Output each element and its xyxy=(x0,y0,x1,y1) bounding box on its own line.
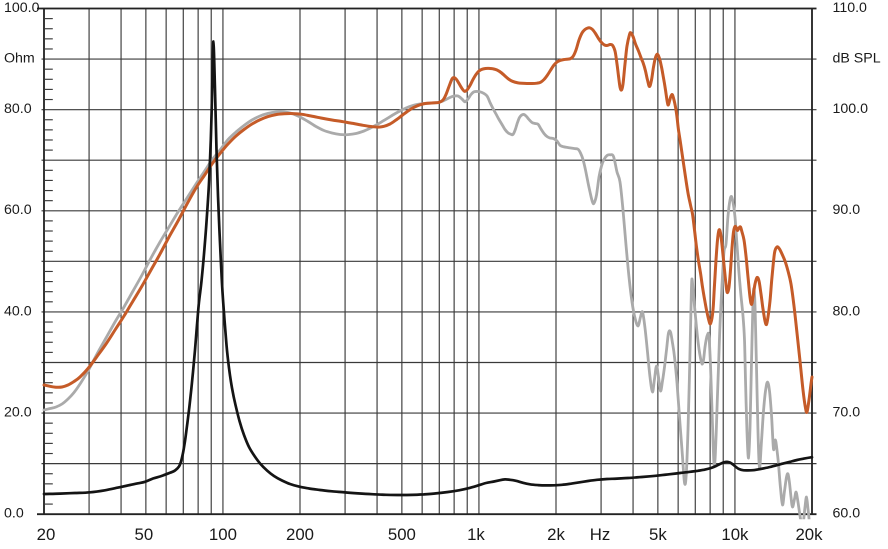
svg-text:60.0: 60.0 xyxy=(833,506,861,522)
svg-text:90.0: 90.0 xyxy=(833,202,861,218)
svg-text:40.0: 40.0 xyxy=(4,303,32,319)
svg-text:100: 100 xyxy=(209,525,237,544)
svg-text:100.0: 100.0 xyxy=(833,101,869,117)
svg-text:100.0: 100.0 xyxy=(4,0,40,16)
svg-text:70.0: 70.0 xyxy=(833,404,861,420)
svg-text:5k: 5k xyxy=(649,525,667,544)
svg-text:60.0: 60.0 xyxy=(4,202,32,218)
svg-text:50: 50 xyxy=(135,525,154,544)
svg-text:80.0: 80.0 xyxy=(4,101,32,117)
svg-text:1k: 1k xyxy=(467,525,485,544)
svg-text:20k: 20k xyxy=(795,525,823,544)
svg-text:10k: 10k xyxy=(721,525,749,544)
svg-text:200: 200 xyxy=(286,525,314,544)
svg-text:20: 20 xyxy=(37,525,56,544)
svg-text:80.0: 80.0 xyxy=(833,303,861,319)
svg-text:0.0: 0.0 xyxy=(4,506,24,522)
svg-text:dB SPL: dB SPL xyxy=(833,50,881,66)
svg-text:2k: 2k xyxy=(547,525,565,544)
svg-text:110.0: 110.0 xyxy=(833,0,868,16)
svg-text:20.0: 20.0 xyxy=(4,404,32,420)
svg-text:500: 500 xyxy=(388,525,416,544)
svg-text:Ohm: Ohm xyxy=(4,50,35,66)
svg-text:Hz: Hz xyxy=(590,525,611,544)
